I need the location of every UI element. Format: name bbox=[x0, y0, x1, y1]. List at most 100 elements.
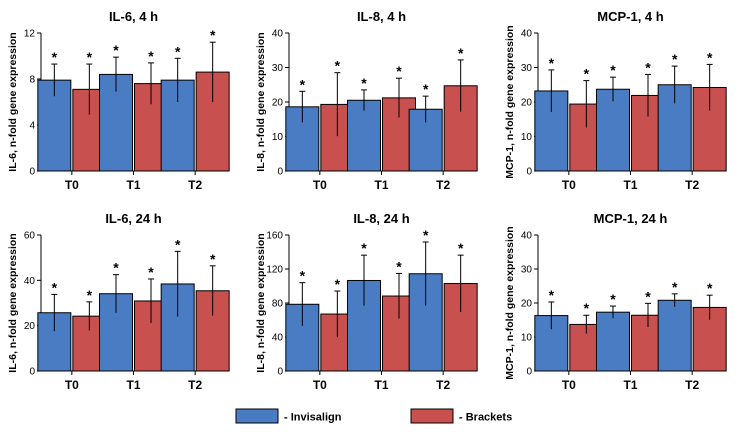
significance-marker: * bbox=[423, 227, 429, 243]
significance-marker: * bbox=[610, 62, 616, 78]
significance-marker: * bbox=[87, 49, 93, 65]
y-tick-label: 4 bbox=[29, 121, 35, 132]
x-tick-label: T0 bbox=[562, 378, 576, 392]
significance-marker: * bbox=[707, 49, 713, 65]
chart-title: MCP-1, 4 h bbox=[597, 9, 664, 24]
significance-marker: * bbox=[458, 240, 464, 256]
bar-invisalign bbox=[534, 90, 569, 172]
y-tick-label: 40 bbox=[272, 333, 284, 344]
significance-marker: * bbox=[175, 43, 181, 59]
significance-marker: * bbox=[584, 300, 590, 316]
y-tick-label: 30 bbox=[521, 265, 533, 276]
significance-marker: * bbox=[113, 42, 119, 58]
legend-swatch-invisalign bbox=[235, 408, 279, 424]
y-tick-label: 30 bbox=[521, 63, 533, 74]
significance-marker: * bbox=[672, 51, 678, 67]
significance-marker: * bbox=[300, 76, 306, 92]
y-tick-label: 0 bbox=[526, 367, 532, 378]
y-tick-label: 40 bbox=[521, 29, 533, 40]
significance-marker: * bbox=[672, 279, 678, 295]
significance-marker: * bbox=[584, 66, 590, 82]
significance-marker: * bbox=[396, 258, 402, 274]
y-tick-label: 20 bbox=[521, 98, 533, 109]
y-tick-label: 30 bbox=[272, 63, 284, 74]
significance-marker: * bbox=[396, 63, 402, 79]
y-tick-label: 40 bbox=[272, 29, 284, 40]
x-tick-label: T0 bbox=[313, 378, 327, 392]
y-axis-label: MCP-1, n-fold gene expression bbox=[504, 226, 516, 379]
y-axis-label: IL-8, n-fold gene expression bbox=[255, 32, 267, 171]
x-tick-label: T1 bbox=[126, 378, 140, 392]
significance-marker: * bbox=[610, 291, 616, 307]
y-tick-label: 40 bbox=[521, 231, 533, 242]
chart-panels: IL-6, 4 h IL-6, n-fold gene expression 0 4 8… bbox=[7, 9, 727, 392]
legend: - Invisalign - Brackets bbox=[235, 408, 512, 424]
y-tick-label: 0 bbox=[29, 367, 35, 378]
significance-marker: * bbox=[549, 55, 555, 71]
x-tick-label: T0 bbox=[562, 178, 576, 192]
chart-panel: IL-8, 24 h IL-8, n-fold gene expression 0 4… bbox=[255, 211, 478, 392]
x-tick-label: T1 bbox=[623, 378, 637, 392]
significance-marker: * bbox=[707, 280, 713, 296]
significance-marker: * bbox=[300, 268, 306, 284]
bar-invisalign bbox=[596, 311, 630, 372]
y-tick-label: 0 bbox=[29, 167, 35, 178]
significance-marker: * bbox=[458, 45, 464, 61]
y-tick-label: 20 bbox=[521, 299, 533, 310]
y-tick-label: 0 bbox=[277, 167, 283, 178]
chart-title: MCP-1, 24 h bbox=[594, 211, 668, 226]
x-tick-label: T1 bbox=[374, 178, 388, 192]
chart-panel: IL-8, 4 h IL-8, n-fold gene expression 0 10… bbox=[255, 9, 478, 192]
significance-marker: * bbox=[335, 58, 341, 74]
y-tick-label: 10 bbox=[521, 333, 533, 344]
legend-label-invisalign: - Invisalign bbox=[284, 412, 342, 424]
y-tick-label: 10 bbox=[521, 132, 533, 143]
significance-marker: * bbox=[210, 27, 216, 43]
chart-panel: IL-6, 24 h IL-6, n-fold gene expression 0 2… bbox=[7, 211, 230, 392]
significance-marker: * bbox=[361, 240, 367, 256]
y-tick-label: 12 bbox=[24, 29, 36, 40]
chart-title: IL-6, 24 h bbox=[105, 211, 161, 226]
y-tick-label: 20 bbox=[24, 321, 36, 332]
bar-invisalign bbox=[596, 88, 630, 172]
x-tick-label: T1 bbox=[126, 178, 140, 192]
y-axis-label: IL-6, n-fold gene expression bbox=[7, 32, 19, 171]
y-axis-label: MCP-1, n-fold gene expression bbox=[504, 25, 516, 178]
bar-brackets bbox=[443, 85, 478, 172]
y-tick-label: 120 bbox=[266, 265, 283, 276]
x-tick-label: T1 bbox=[374, 378, 388, 392]
bar-invisalign bbox=[347, 99, 381, 172]
bar-invisalign bbox=[657, 299, 692, 372]
x-tick-label: T2 bbox=[436, 378, 450, 392]
y-axis-label: IL-8, n-fold gene expression bbox=[255, 233, 267, 372]
y-tick-label: 20 bbox=[272, 98, 284, 109]
x-tick-label: T2 bbox=[436, 178, 450, 192]
chart-panel: IL-6, 4 h IL-6, n-fold gene expression 0 4 8… bbox=[7, 9, 230, 192]
significance-marker: * bbox=[148, 264, 154, 280]
y-tick-label: 80 bbox=[272, 299, 284, 310]
chart-title: IL-6, 4 h bbox=[109, 9, 158, 24]
chart-title: IL-8, 24 h bbox=[353, 211, 409, 226]
significance-marker: * bbox=[113, 260, 119, 276]
chart-title: IL-8, 4 h bbox=[357, 9, 406, 24]
significance-marker: * bbox=[175, 236, 181, 252]
x-tick-label: T2 bbox=[685, 378, 699, 392]
legend-label-brackets: - Brackets bbox=[459, 412, 512, 424]
x-tick-label: T2 bbox=[685, 178, 699, 192]
y-tick-label: 0 bbox=[277, 367, 283, 378]
chart-panel: MCP-1, 24 h MCP-1, n-fold gene expression… bbox=[504, 211, 727, 392]
x-tick-label: T0 bbox=[313, 178, 327, 192]
y-tick-label: 10 bbox=[272, 132, 284, 143]
chart-panel: MCP-1, 4 h MCP-1, n-fold gene expression 0… bbox=[504, 9, 727, 192]
y-tick-label: 40 bbox=[24, 276, 36, 287]
significance-marker: * bbox=[52, 49, 58, 65]
x-tick-label: T2 bbox=[188, 178, 202, 192]
significance-marker: * bbox=[87, 287, 93, 303]
significance-marker: * bbox=[423, 81, 429, 97]
y-tick-label: 160 bbox=[266, 231, 283, 242]
x-tick-label: T2 bbox=[188, 378, 202, 392]
y-tick-label: 0 bbox=[526, 167, 532, 178]
significance-marker: * bbox=[645, 288, 651, 304]
y-tick-label: 8 bbox=[29, 75, 35, 86]
